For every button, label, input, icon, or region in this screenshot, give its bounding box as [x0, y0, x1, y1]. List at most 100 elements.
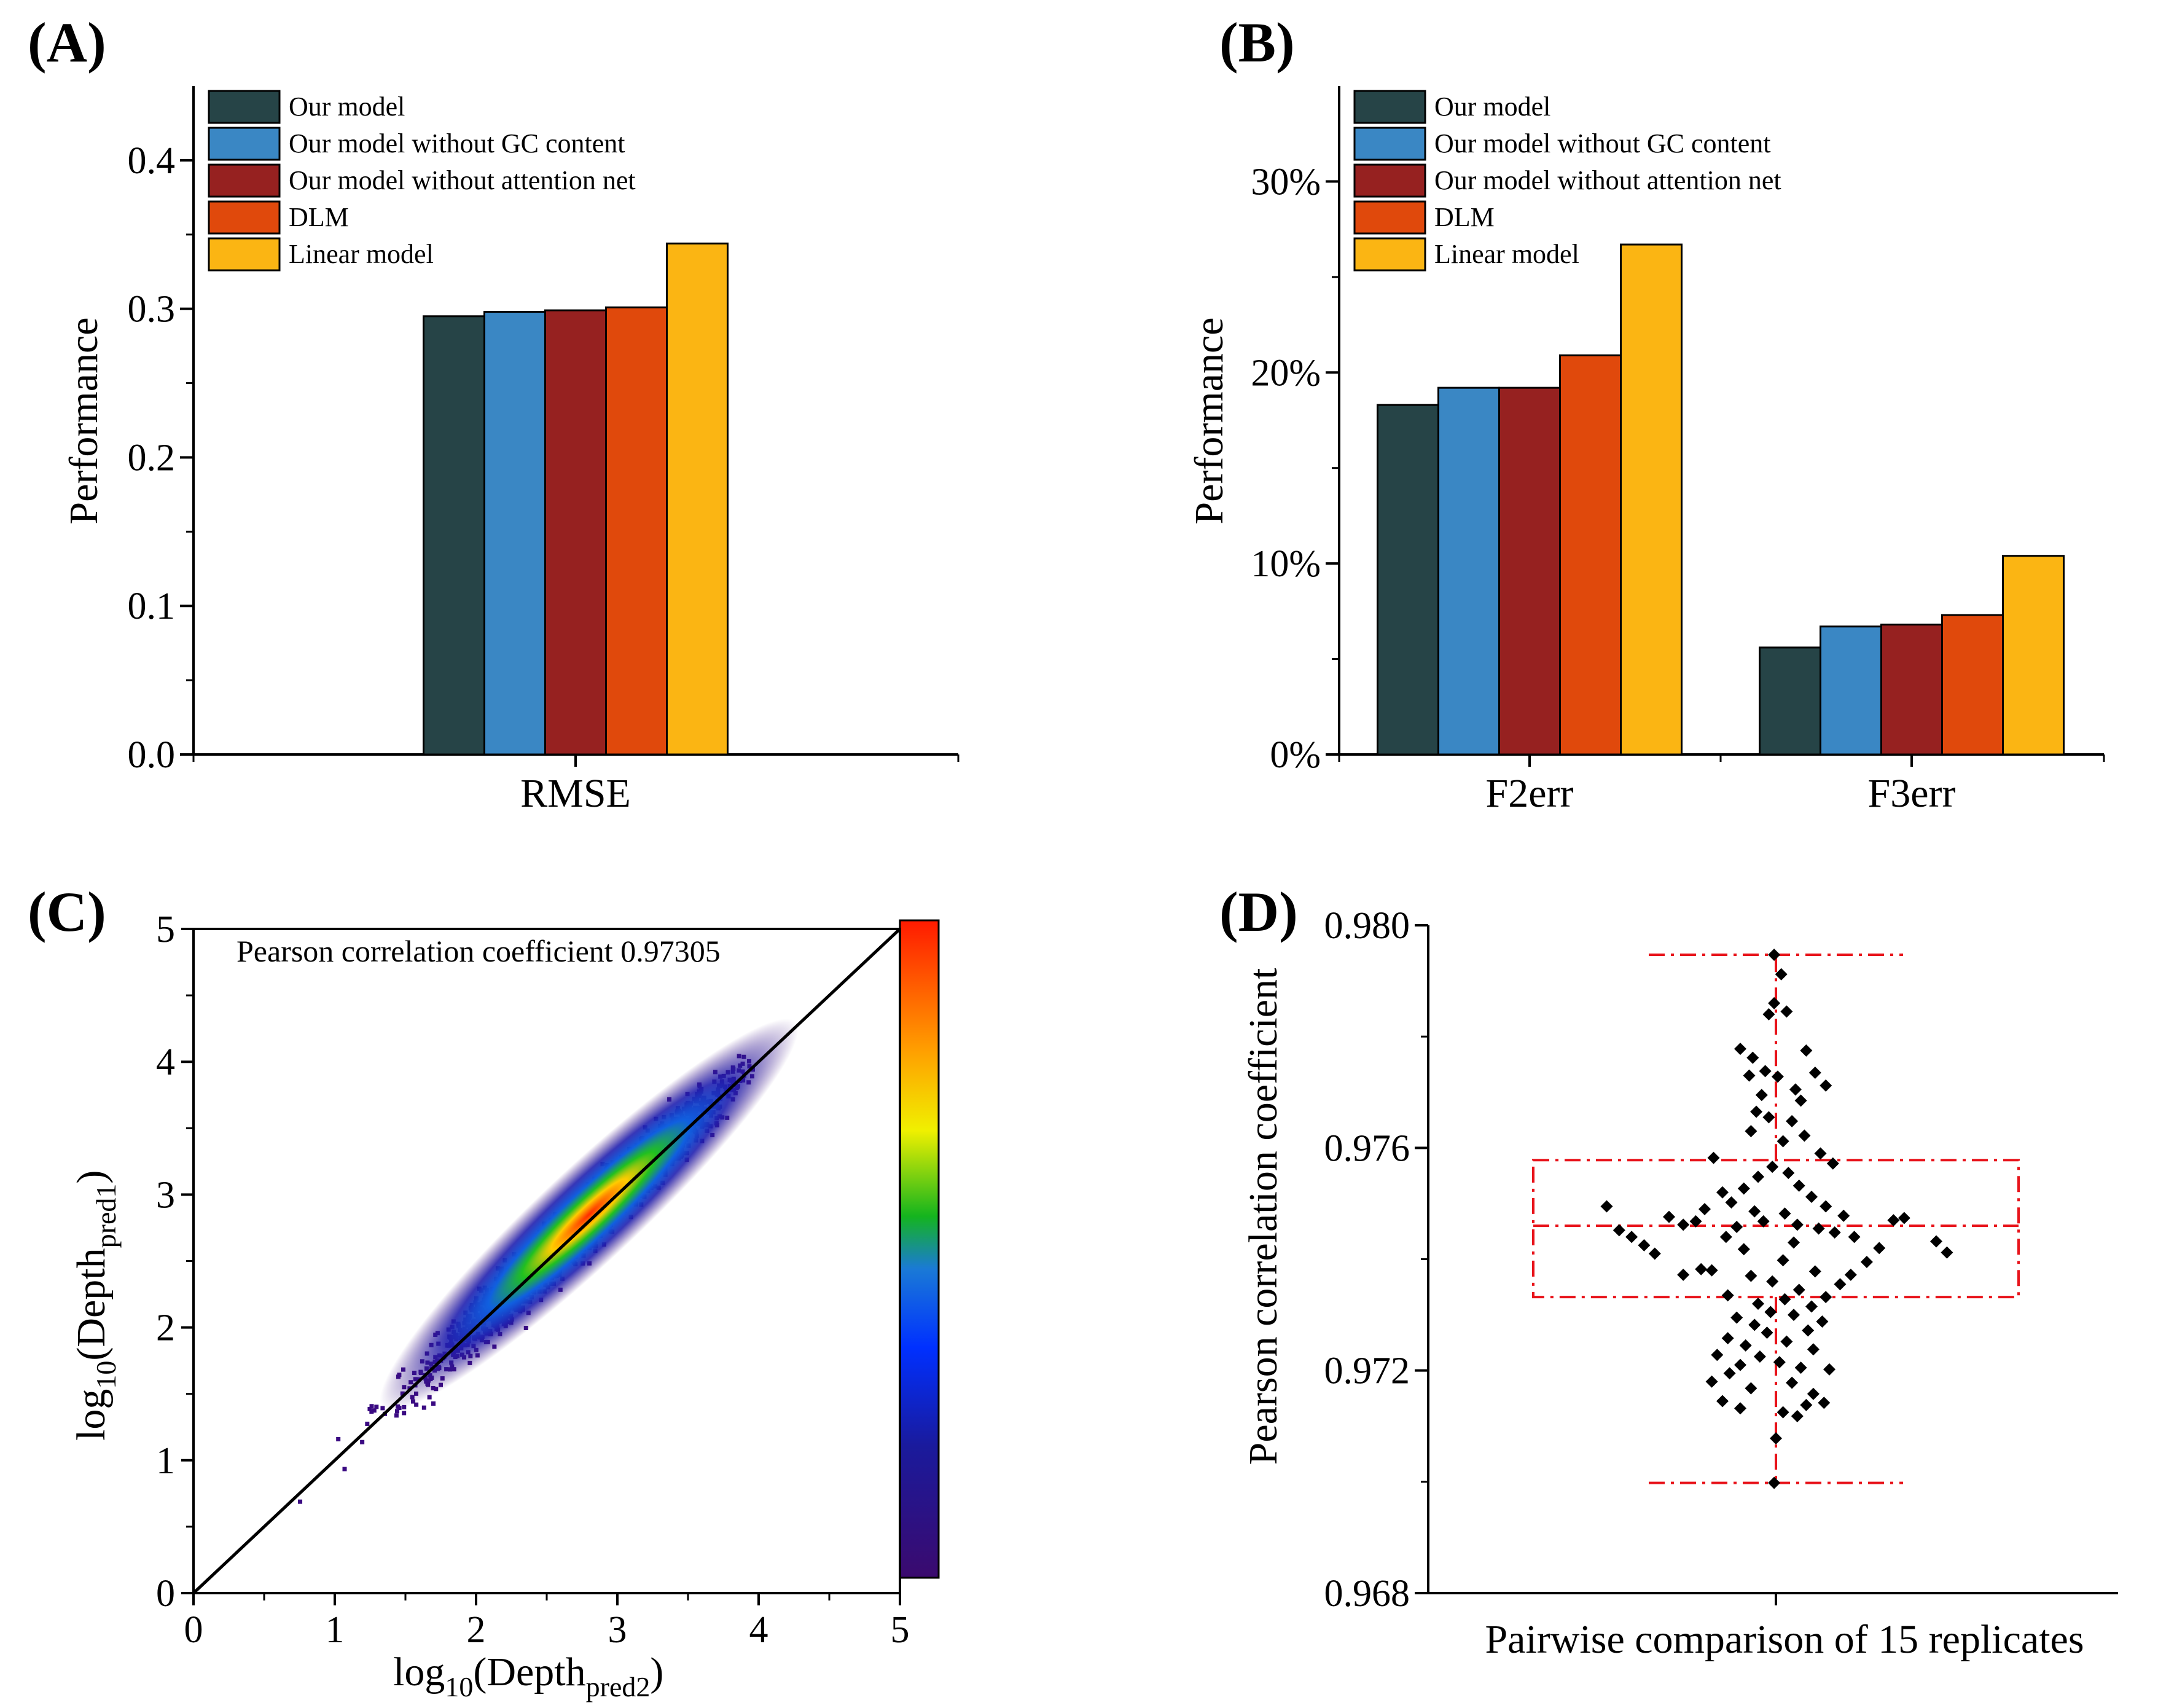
panel-d-ytick-label: 0.968 — [1324, 1573, 1410, 1615]
panel-b-bar — [1820, 625, 1882, 756]
panel-d-point — [1792, 1283, 1805, 1296]
panel-d-point — [1812, 1222, 1825, 1235]
panel-d-box-plot: Pearson correlation coefficient Pairwise… — [1241, 905, 2118, 1662]
panel-d-point — [1805, 1300, 1818, 1313]
panel-a-bar — [544, 309, 607, 756]
panel-d-xlabel: Pairwise comparison of 15 replicates — [1485, 1617, 2084, 1662]
panel-a-ylabel: Performance — [61, 317, 106, 524]
panel-b-legend-label: Linear model — [1434, 239, 1579, 269]
panel-c-xtick-label: 5 — [891, 1609, 910, 1651]
panel-a-legend-label: DLM — [289, 202, 349, 232]
panel-d-point — [1759, 1065, 1772, 1078]
panel-d-point — [1723, 1367, 1736, 1380]
panel-c-point — [367, 1406, 372, 1411]
panel-a-bar — [423, 315, 485, 756]
panel-d-point — [1613, 1224, 1625, 1237]
panel-d-point — [1746, 1051, 1759, 1064]
panel-d-point — [1820, 1079, 1832, 1092]
panel-d-point — [1941, 1246, 1953, 1259]
panel-d-point — [1808, 1067, 1821, 1079]
panel-d-point — [1807, 1343, 1820, 1356]
panel-d-point — [1757, 1215, 1770, 1228]
panel-d-point — [1663, 1210, 1675, 1223]
panel-d-point — [1730, 1311, 1743, 1324]
panel-d-point — [1780, 1335, 1793, 1348]
panel-b-bar — [1498, 386, 1561, 756]
panel-a-legend-swatch — [208, 90, 281, 124]
panel-c-point — [395, 1409, 400, 1414]
panel-d-point — [1716, 1186, 1729, 1199]
panel-c-point — [431, 1401, 436, 1406]
panel-d-point — [1743, 1069, 1756, 1082]
panel-d-point — [1748, 1318, 1761, 1331]
panel-d-point — [1753, 1350, 1766, 1363]
panel-d-point — [1782, 1167, 1795, 1180]
panel-b-bar-chart: Performance 0% 10% 20% 30% F2err F3err Our mod… — [1187, 86, 2105, 816]
panel-d-point — [1689, 1215, 1702, 1228]
panel-d-point — [1780, 1005, 1793, 1018]
panel-c-point — [365, 1421, 370, 1426]
panel-d-point — [1794, 1094, 1807, 1107]
panel-d-point — [1648, 1247, 1661, 1260]
panel-b-bar — [1620, 243, 1683, 756]
panel-d-point — [1837, 1209, 1850, 1222]
panel-b-legend-label: Our model — [1434, 92, 1550, 122]
panel-d-point — [1802, 1324, 1815, 1337]
panel-a-ytick-label: 0.4 — [128, 140, 176, 182]
panel-a-legend-label: Our model without attention net — [289, 165, 636, 195]
panel-d-point — [1638, 1239, 1651, 1252]
panel-d-point — [1788, 1236, 1800, 1249]
panel-d-point — [1761, 1326, 1773, 1339]
panel-d-point — [1768, 949, 1781, 962]
panel-d-point — [1734, 1043, 1746, 1056]
panel-a-ytick-label: 0.1 — [128, 586, 176, 627]
panel-a-bar — [483, 311, 546, 756]
panel-d-point — [1823, 1363, 1835, 1376]
panel-c-point — [374, 1404, 379, 1409]
panel-d-point — [1721, 1289, 1734, 1302]
panel-d-point — [1898, 1212, 1910, 1224]
panel-d-ylabel: Pearson correlation coefficient — [1241, 968, 1286, 1465]
panel-c-density-core — [380, 1018, 799, 1411]
panel-d-point — [1773, 1356, 1786, 1369]
panel-d-point — [1600, 1200, 1613, 1213]
panel-d-ytick-label: 0.972 — [1324, 1350, 1410, 1392]
panel-b-ytick-label: 20% — [1251, 352, 1321, 394]
panel-a-legend-swatch — [208, 127, 281, 161]
panel-b-category-label: F3err — [1868, 771, 1956, 816]
panel-d-point — [1695, 1263, 1708, 1275]
panel-b-ytick-label: 30% — [1251, 161, 1321, 203]
panel-d-point — [1755, 1089, 1768, 1102]
panel-d-point — [1820, 1200, 1832, 1213]
panel-a-legend-label: Linear model — [289, 239, 434, 269]
xlabel-sub-10: 10 — [445, 1671, 473, 1702]
panel-b-ytick-label: 10% — [1251, 543, 1321, 585]
panel-b-bar — [1759, 646, 1821, 756]
panel-c-ytick-label: 5 — [156, 909, 175, 950]
panel-d-point — [1792, 1179, 1805, 1192]
panel-d-point — [1705, 1375, 1718, 1388]
panel-d-point — [1737, 1243, 1750, 1256]
panel-d-point — [1730, 1220, 1743, 1233]
panel-c-xtick-label: 4 — [749, 1609, 768, 1651]
xlabel-sub-pred2: pred2 — [586, 1671, 651, 1702]
panel-c-xtick-label: 1 — [326, 1609, 345, 1651]
panel-b-legend-swatch — [1353, 127, 1426, 161]
panel-d-point — [1818, 1397, 1831, 1409]
panel-a-bar-chart: Performance 0.0 0.1 0.2 0.3 0.4 RMSE Our model… — [61, 86, 960, 816]
panel-b-bar — [1559, 354, 1622, 756]
panel-d-point — [1752, 1170, 1764, 1183]
panel-d-point — [1719, 1231, 1732, 1244]
panel-d-point — [1800, 1398, 1813, 1411]
panel-d-point — [1766, 1161, 1779, 1173]
panel-d-point — [1777, 1406, 1789, 1419]
panel-d-point — [1848, 1231, 1861, 1244]
panel-d-point — [1873, 1242, 1886, 1255]
panel-d-point — [1745, 1269, 1757, 1282]
panel-c-ylabel: log10(Depthpred1) — [69, 1170, 122, 1441]
panel-d-point — [1788, 1309, 1800, 1322]
panel-b-bar — [1377, 404, 1439, 756]
panel-label-a: (A) — [28, 11, 106, 74]
panel-c-point — [372, 1408, 377, 1413]
